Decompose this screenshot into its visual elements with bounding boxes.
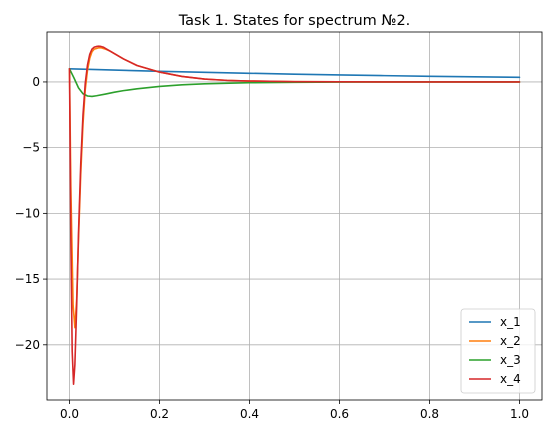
x-tick-label: 1.0 (510, 407, 529, 421)
y-tick-label: −10 (15, 206, 40, 220)
x-tick-label: 0.6 (330, 407, 349, 421)
y-axis: 0 −5 −10 −15 −20 (15, 75, 47, 352)
series-line-x1 (68, 68, 521, 79)
x-tick-label: 0.4 (240, 407, 259, 421)
series-line-x4 (68, 45, 521, 386)
y-tick-label: −5 (22, 141, 40, 155)
y-tick-label: 0 (32, 75, 40, 89)
grid (47, 32, 542, 400)
axes-frame (46, 31, 543, 401)
x-tick-label: 0.0 (60, 407, 79, 421)
chart-title: Task 1. States for spectrum №2. (178, 13, 411, 29)
legend-label: x_2 (500, 334, 521, 348)
legend-label: x_4 (500, 372, 521, 386)
x-axis: 0.0 0.2 0.4 0.6 0.8 1.0 (60, 400, 529, 421)
legend-box (460, 308, 536, 394)
plot-area (68, 45, 521, 386)
legend: x_1 x_2 x_3 x_4 (460, 308, 536, 394)
legend-label: x_1 (500, 315, 521, 329)
x-tick-label: 0.2 (150, 407, 169, 421)
y-tick-label: −20 (15, 338, 40, 352)
x-tick-label: 0.8 (420, 407, 439, 421)
y-tick-label: −15 (15, 272, 40, 286)
legend-label: x_3 (500, 353, 521, 367)
